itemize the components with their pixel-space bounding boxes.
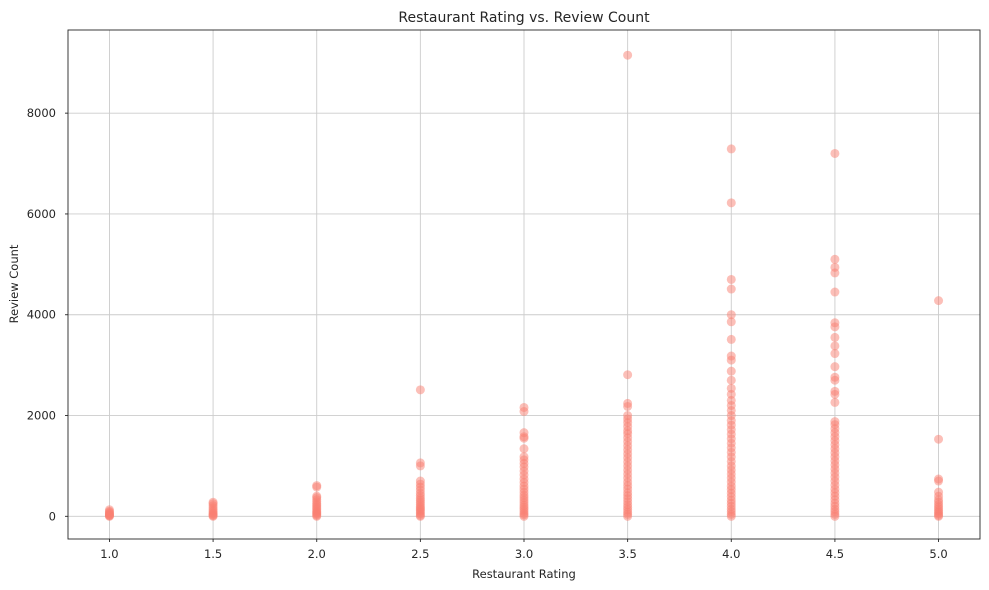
x-tick-label: 1.5 (204, 547, 222, 561)
data-point (830, 254, 840, 264)
data-point (934, 487, 944, 497)
y-tick-label: 4000 (27, 308, 56, 322)
data-point (726, 198, 736, 208)
x-tick-label: 2.0 (308, 547, 326, 561)
data-point (726, 366, 736, 376)
data-point (726, 274, 736, 284)
data-point (830, 341, 840, 351)
data-point (623, 398, 633, 408)
data-point (312, 481, 322, 491)
data-point (726, 144, 736, 154)
data-point (312, 491, 322, 501)
data-point (519, 444, 529, 454)
x-tick-label: 3.5 (618, 547, 636, 561)
data-point (830, 262, 840, 272)
data-point (726, 284, 736, 294)
data-point (415, 385, 425, 395)
y-tick-label: 8000 (27, 106, 56, 120)
y-tick-label: 2000 (27, 409, 56, 423)
data-point (934, 434, 944, 444)
data-point (623, 411, 633, 421)
data-point (726, 317, 736, 327)
data-point (519, 402, 529, 412)
data-point (726, 351, 736, 361)
x-tick-label: 3.0 (515, 547, 533, 561)
y-axis-ticks: 0 2000 4000 6000 8000 (27, 106, 68, 523)
data-point (830, 318, 840, 328)
y-axis-label: Review Count (7, 244, 21, 323)
data-point (726, 375, 736, 385)
x-tick-label: 2.5 (411, 547, 429, 561)
data-point (830, 362, 840, 372)
data-point (623, 50, 633, 60)
data-point (934, 474, 944, 484)
y-tick-label: 6000 (27, 207, 56, 221)
data-point (208, 497, 218, 507)
data-point (830, 397, 840, 407)
x-axis-ticks: 1.0 1.5 2.0 2.5 3.0 3.5 4.0 4.5 5.0 (100, 539, 948, 561)
data-point (830, 148, 840, 158)
data-point (415, 458, 425, 468)
data-point (830, 332, 840, 342)
data-point (934, 296, 944, 306)
x-tick-label: 4.5 (826, 547, 844, 561)
x-tick-label: 4.0 (722, 547, 740, 561)
data-point (415, 476, 425, 486)
chart-title: Restaurant Rating vs. Review Count (398, 10, 650, 26)
data-point (830, 349, 840, 359)
data-points (104, 50, 944, 521)
data-point (830, 287, 840, 297)
data-point (519, 428, 529, 438)
data-point (830, 417, 840, 427)
data-point (830, 372, 840, 382)
data-point (104, 505, 114, 515)
x-tick-label: 5.0 (929, 547, 947, 561)
data-point (726, 334, 736, 344)
x-tick-label: 1.0 (100, 547, 118, 561)
data-point (726, 310, 736, 320)
data-point (726, 383, 736, 393)
data-point (830, 386, 840, 396)
x-axis-label: Restaurant Rating (472, 567, 576, 581)
y-tick-label: 0 (49, 509, 56, 523)
data-point (623, 370, 633, 380)
data-point (519, 452, 529, 462)
grid-lines (68, 30, 980, 539)
